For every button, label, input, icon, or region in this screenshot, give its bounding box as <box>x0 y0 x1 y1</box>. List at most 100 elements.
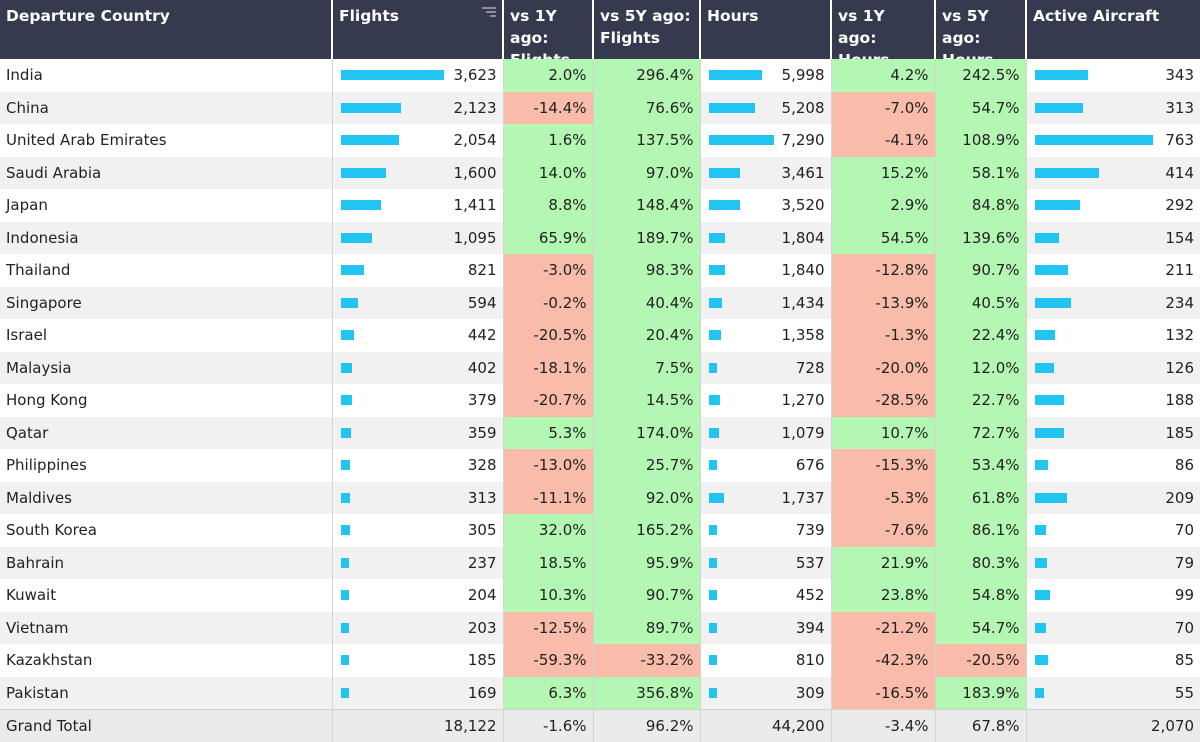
aircraft-value: 234 <box>1165 294 1194 312</box>
hours-value: 1,840 <box>782 261 825 279</box>
hours-value: 1,270 <box>782 391 825 409</box>
cell-vs-5y-hours: 22.4% <box>935 319 1026 352</box>
cell-country: Indonesia <box>0 222 332 255</box>
cell-vs-1y-flights: -0.2% <box>503 287 593 320</box>
cell-country: Malaysia <box>0 352 332 385</box>
cell-vs-5y-hours: 90.7% <box>935 254 1026 287</box>
sort-lines-icon[interactable] <box>482 7 496 19</box>
aircraft-value: 188 <box>1165 391 1194 409</box>
aircraft-bar <box>1035 395 1064 405</box>
aircraft-bar <box>1035 428 1064 438</box>
cell-vs-1y-hours: -5.3% <box>831 482 935 515</box>
cell-vs-5y-hours: 80.3% <box>935 547 1026 580</box>
hours-value: 728 <box>796 359 825 377</box>
cell-vs-1y-hours: -13.9% <box>831 287 935 320</box>
cell-country: Hong Kong <box>0 384 332 417</box>
col-header-active-aircraft[interactable]: Active Aircraft <box>1026 0 1200 59</box>
hours-bar <box>709 168 740 178</box>
total-label: Grand Total <box>0 710 332 742</box>
cell-hours: 728 <box>700 352 831 385</box>
cell-hours: 3,461 <box>700 157 831 190</box>
cell-active-aircraft: 126 <box>1026 352 1200 385</box>
hours-value: 1,079 <box>782 424 825 442</box>
cell-country: Maldives <box>0 482 332 515</box>
col-header-vs-1y-hours[interactable]: vs 1Y ago: Hours <box>831 0 935 59</box>
flights-bar <box>341 103 401 113</box>
flights-bar <box>341 428 351 438</box>
col-header-hours[interactable]: Hours <box>700 0 831 59</box>
cell-vs-5y-hours: 183.9% <box>935 677 1026 710</box>
col-header-vs-1y-flights[interactable]: vs 1Y ago: Flights <box>503 0 593 59</box>
cell-vs-1y-hours: -4.1% <box>831 124 935 157</box>
cell-flights: 1,411 <box>332 189 503 222</box>
cell-active-aircraft: 343 <box>1026 59 1200 92</box>
cell-flights: 3,623 <box>332 59 503 92</box>
flights-bar <box>341 395 352 405</box>
cell-vs-5y-flights: 189.7% <box>593 222 700 255</box>
aircraft-bar <box>1035 330 1055 340</box>
cell-vs-1y-flights: -11.1% <box>503 482 593 515</box>
hours-bar <box>709 428 719 438</box>
aircraft-bar <box>1035 590 1050 600</box>
cell-vs-1y-hours: -42.3% <box>831 644 935 677</box>
hours-bar <box>709 298 722 308</box>
flights-bar <box>341 688 349 698</box>
aircraft-value: 211 <box>1165 261 1194 279</box>
cell-vs-1y-hours: -15.3% <box>831 449 935 482</box>
aircraft-value: 55 <box>1175 684 1194 702</box>
cell-vs-5y-hours: 53.4% <box>935 449 1026 482</box>
cell-flights: 402 <box>332 352 503 385</box>
hours-bar <box>709 590 717 600</box>
aircraft-value: 209 <box>1165 489 1194 507</box>
col-header-vs-5y-hours[interactable]: vs 5Y ago: Hours <box>935 0 1026 59</box>
hours-value: 1,358 <box>782 326 825 344</box>
cell-hours: 810 <box>700 644 831 677</box>
flights-bar <box>341 460 350 470</box>
hours-bar <box>709 655 717 665</box>
flights-bar <box>341 493 350 503</box>
hours-bar <box>709 265 725 275</box>
hours-bar <box>709 493 724 503</box>
flights-bar <box>341 168 386 178</box>
cell-vs-5y-hours: -20.5% <box>935 644 1026 677</box>
cell-vs-1y-flights: -3.0% <box>503 254 593 287</box>
cell-flights: 821 <box>332 254 503 287</box>
cell-active-aircraft: 209 <box>1026 482 1200 515</box>
hours-value: 537 <box>796 554 825 572</box>
cell-vs-5y-hours: 40.5% <box>935 287 1026 320</box>
cell-flights: 185 <box>332 644 503 677</box>
cell-country: China <box>0 92 332 125</box>
total-vs-1y-hours: -3.4% <box>831 710 935 742</box>
cell-vs-1y-flights: -14.4% <box>503 92 593 125</box>
cell-vs-1y-hours: -21.2% <box>831 612 935 645</box>
aircraft-bar <box>1035 655 1048 665</box>
cell-vs-1y-hours: 15.2% <box>831 157 935 190</box>
flights-value: 821 <box>468 261 497 279</box>
cell-hours: 309 <box>700 677 831 710</box>
hours-bar <box>709 103 755 113</box>
cell-hours: 1,840 <box>700 254 831 287</box>
col-header-departure-country[interactable]: Departure Country <box>0 0 332 59</box>
cell-country: Thailand <box>0 254 332 287</box>
cell-vs-5y-hours: 58.1% <box>935 157 1026 190</box>
aircraft-bar <box>1035 558 1047 568</box>
flights-value: 185 <box>468 651 497 669</box>
col-header-vs-5y-flights[interactable]: vs 5Y ago: Flights <box>593 0 700 59</box>
cell-hours: 5,998 <box>700 59 831 92</box>
aircraft-value: 343 <box>1165 66 1194 84</box>
flights-value: 203 <box>468 619 497 637</box>
hours-bar <box>709 70 762 80</box>
cell-country: Singapore <box>0 287 332 320</box>
hours-bar <box>709 688 717 698</box>
cell-active-aircraft: 188 <box>1026 384 1200 417</box>
cell-hours: 1,804 <box>700 222 831 255</box>
header-row: Departure Country Flights vs 1Y ago: Fli… <box>0 0 1200 59</box>
col-header-label: Flights <box>339 7 399 25</box>
flights-bar <box>341 525 350 535</box>
aircraft-bar <box>1035 70 1088 80</box>
col-header-flights[interactable]: Flights <box>332 0 503 59</box>
